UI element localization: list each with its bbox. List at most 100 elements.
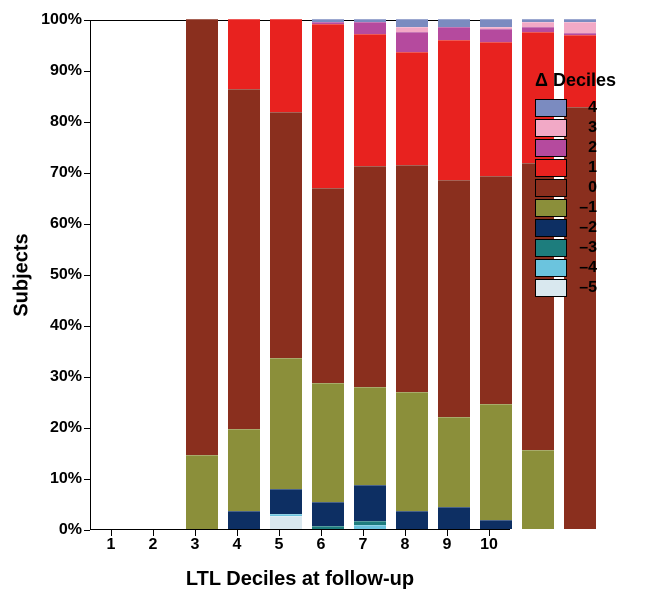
bar-segment <box>270 112 303 358</box>
bar-segment <box>354 387 387 485</box>
plot-area <box>90 20 510 530</box>
y-tick-label: 20% <box>0 419 82 437</box>
legend-label: 3 <box>573 119 597 137</box>
y-tick-mark <box>84 326 90 327</box>
bar-segment <box>438 507 471 529</box>
y-tick-label: 100% <box>0 11 82 29</box>
y-tick-mark <box>84 530 90 531</box>
x-tick-label: 7 <box>359 536 368 554</box>
y-tick-mark <box>84 479 90 480</box>
legend-swatch <box>535 99 567 117</box>
x-tick-label: 9 <box>443 536 452 554</box>
legend-item: –3 <box>535 239 616 257</box>
bar <box>438 19 471 529</box>
bar-segment <box>354 22 387 35</box>
x-tick-label: 1 <box>107 536 116 554</box>
legend-swatch <box>535 159 567 177</box>
y-tick-mark <box>84 428 90 429</box>
legend-label: –4 <box>573 259 597 277</box>
bar-segment <box>312 24 345 188</box>
bar-segment <box>396 511 429 529</box>
bar-segment <box>228 89 261 429</box>
legend-item: 3 <box>535 119 616 137</box>
y-tick-mark <box>84 71 90 72</box>
bar-segment <box>396 19 429 27</box>
bar-segment <box>438 180 471 417</box>
legend-label: 0 <box>573 179 597 197</box>
legend-item: 4 <box>535 99 616 117</box>
bar <box>396 19 429 529</box>
legend-label: –5 <box>573 279 597 297</box>
bar-segment <box>438 40 471 180</box>
legend-item: –1 <box>535 199 616 217</box>
legend-label: 1 <box>573 159 597 177</box>
y-tick-label: 30% <box>0 368 82 386</box>
bar-segment <box>438 417 471 507</box>
bar <box>270 19 303 529</box>
legend-item: –2 <box>535 219 616 237</box>
bar-segment <box>480 520 513 529</box>
legend-swatch <box>535 179 567 197</box>
y-tick-label: 80% <box>0 113 82 131</box>
bar-segment <box>186 455 219 529</box>
y-tick-mark <box>84 173 90 174</box>
y-tick-label: 40% <box>0 317 82 335</box>
x-tick-label: 10 <box>480 536 498 554</box>
bar-segment <box>270 19 303 112</box>
bar-segment <box>438 19 471 27</box>
legend-swatch <box>535 279 567 297</box>
bar <box>186 19 219 529</box>
chart-container: Subjects LTL Deciles at follow-up Δ Deci… <box>0 0 672 603</box>
bar-segment <box>354 525 387 529</box>
bar-segment <box>270 358 303 489</box>
legend-item: –4 <box>535 259 616 277</box>
legend-swatch <box>535 219 567 237</box>
y-tick-mark <box>84 275 90 276</box>
bar-segment <box>396 392 429 510</box>
bar-segment <box>270 516 303 529</box>
legend-label: –1 <box>573 199 597 217</box>
bar <box>480 19 513 529</box>
legend-swatch <box>535 139 567 157</box>
legend-swatch <box>535 239 567 257</box>
bar-segment <box>312 383 345 502</box>
bar-segment <box>438 27 471 41</box>
bar-segment <box>354 166 387 386</box>
legend-label: –3 <box>573 239 597 257</box>
y-tick-mark <box>84 20 90 21</box>
y-tick-label: 50% <box>0 266 82 284</box>
bar-segment <box>312 526 345 529</box>
y-tick-label: 70% <box>0 164 82 182</box>
legend-item: 2 <box>535 139 616 157</box>
bar-segment <box>522 450 555 529</box>
bar-segment <box>228 429 261 512</box>
bar <box>228 19 261 529</box>
legend-swatch <box>535 259 567 277</box>
y-tick-mark <box>84 122 90 123</box>
y-tick-label: 60% <box>0 215 82 233</box>
y-tick-label: 0% <box>0 521 82 539</box>
x-tick-label: 4 <box>233 536 242 554</box>
legend-item: 0 <box>535 179 616 197</box>
bar <box>354 19 387 529</box>
y-tick-mark <box>84 224 90 225</box>
bar-segment <box>354 485 387 522</box>
x-tick-label: 3 <box>191 536 200 554</box>
bar-segment <box>480 29 513 42</box>
bar <box>312 19 345 529</box>
bar-segment <box>396 32 429 52</box>
legend-item: 1 <box>535 159 616 177</box>
legend-swatch <box>535 199 567 217</box>
legend-label: 2 <box>573 139 597 157</box>
y-tick-label: 10% <box>0 470 82 488</box>
y-tick-mark <box>84 377 90 378</box>
x-tick-label: 6 <box>317 536 326 554</box>
legend-title: Δ Deciles <box>535 70 616 91</box>
legend-swatch <box>535 119 567 137</box>
x-tick-label: 5 <box>275 536 284 554</box>
x-tick-label: 8 <box>401 536 410 554</box>
bar-segment <box>480 404 513 520</box>
legend-label: –2 <box>573 219 597 237</box>
bar-segment <box>270 489 303 514</box>
bar-segment <box>564 22 597 33</box>
